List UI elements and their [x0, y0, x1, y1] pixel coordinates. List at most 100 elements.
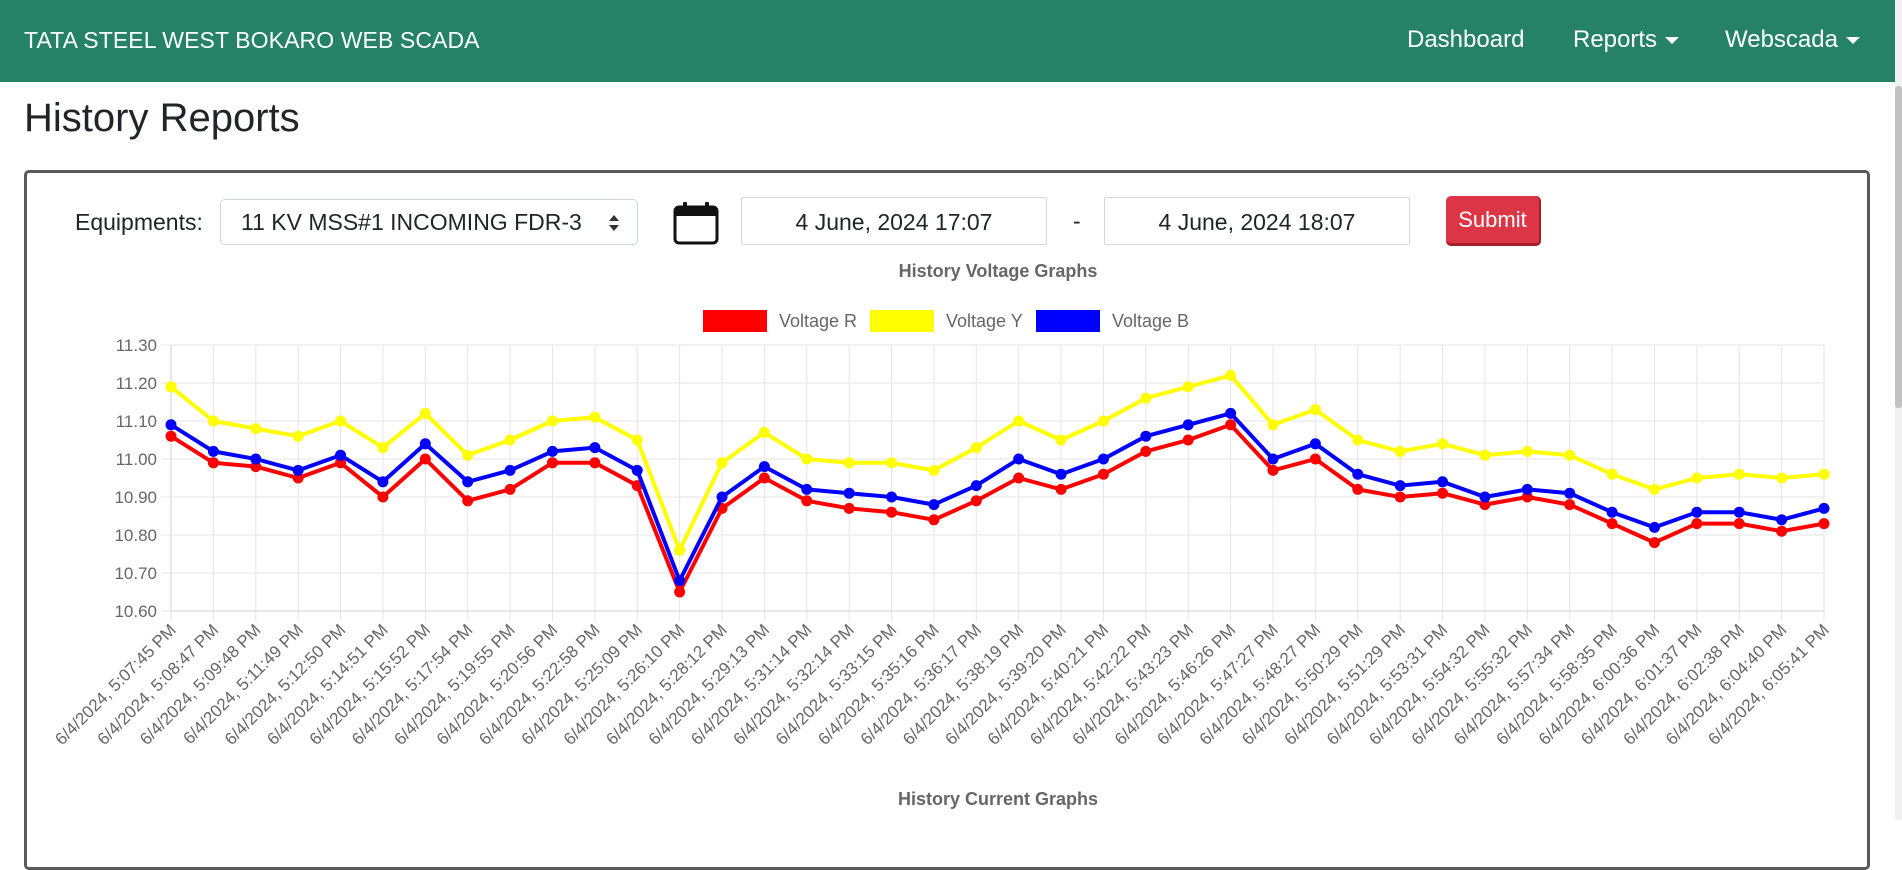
equipment-select[interactable]: 11 KV MSS#1 INCOMING FDR-3 — [220, 199, 638, 245]
data-point — [886, 491, 898, 503]
data-point — [801, 495, 813, 507]
data-point — [843, 487, 855, 499]
series-line — [169, 411, 1825, 583]
data-point — [377, 491, 389, 503]
data-point — [1479, 499, 1491, 511]
data-point — [1097, 415, 1109, 427]
data-point — [1521, 483, 1533, 495]
data-point — [928, 464, 940, 476]
data-point — [1225, 407, 1237, 419]
data-point — [801, 453, 813, 465]
equipment-selected-value: 11 KV MSS#1 INCOMING FDR-3 — [241, 209, 582, 235]
data-point — [1267, 464, 1279, 476]
data-point — [165, 381, 177, 393]
data-point — [758, 472, 770, 484]
data-point — [377, 442, 389, 454]
data-point — [886, 506, 898, 518]
data-point — [674, 586, 686, 598]
scrollbar[interactable] — [1895, 0, 1902, 820]
voltage-chart: 10.60 10.70 10.80 10.90 11.00 11.10 11.20 11.30… — [51, 310, 1833, 749]
data-point — [1564, 499, 1576, 511]
brand[interactable]: TATA STEEL WEST BOKARO WEB SCADA — [24, 27, 480, 53]
nav-webscada-dropdown[interactable]: Webscada — [1725, 26, 1860, 54]
data-point — [250, 461, 262, 473]
submit-button[interactable]: Submit — [1446, 196, 1541, 246]
data-point — [546, 457, 558, 469]
data-point — [1182, 434, 1194, 446]
y-tick-label: 11.00 — [116, 450, 157, 469]
data-point — [1352, 483, 1364, 495]
data-point — [207, 415, 219, 427]
data-point — [1818, 518, 1830, 530]
data-point — [589, 411, 601, 423]
data-point — [335, 457, 347, 469]
to-date-input[interactable]: 4 June, 2024 18:07 — [1104, 197, 1410, 245]
date-separator: - — [1073, 208, 1081, 234]
data-point — [928, 514, 940, 526]
calendar-icon[interactable] — [673, 201, 719, 245]
y-tick-label: 11.20 — [116, 374, 157, 393]
data-point — [1818, 502, 1830, 514]
data-point — [1733, 468, 1745, 480]
nav-dashboard-label: Dashboard — [1407, 26, 1525, 53]
data-point — [1564, 487, 1576, 499]
data-point — [292, 472, 304, 484]
data-point — [843, 457, 855, 469]
data-point — [1437, 476, 1449, 488]
data-point — [1648, 537, 1660, 549]
data-point — [1140, 445, 1152, 457]
data-point — [1394, 445, 1406, 457]
data-point — [801, 483, 813, 495]
data-point — [1097, 468, 1109, 480]
data-point — [1776, 525, 1788, 537]
data-point — [1733, 518, 1745, 530]
data-point — [504, 464, 516, 476]
data-point — [1564, 449, 1576, 461]
data-point — [674, 544, 686, 556]
data-point — [1691, 518, 1703, 530]
y-tick-label: 10.70 — [114, 564, 157, 583]
from-date-input[interactable]: 4 June, 2024 17:07 — [741, 197, 1047, 245]
data-point — [1225, 369, 1237, 381]
data-point — [886, 457, 898, 469]
data-point — [1225, 419, 1237, 431]
data-point — [1691, 472, 1703, 484]
legend-label: Voltage R — [779, 311, 857, 331]
nav-reports-label: Reports — [1573, 26, 1658, 53]
data-point — [462, 449, 474, 461]
data-point — [292, 430, 304, 442]
data-point — [504, 434, 516, 446]
data-point — [970, 495, 982, 507]
data-point — [1606, 506, 1618, 518]
legend-label: Voltage B — [1112, 311, 1189, 331]
data-point — [292, 464, 304, 476]
data-point — [1309, 438, 1321, 450]
scrollbar-thumb[interactable] — [1895, 86, 1902, 408]
data-point — [758, 461, 770, 473]
data-point — [970, 442, 982, 454]
data-point — [1776, 472, 1788, 484]
data-point — [1352, 434, 1364, 446]
data-point — [546, 445, 558, 457]
data-point — [1818, 468, 1830, 480]
data-point — [1013, 415, 1025, 427]
page-title: History Reports — [24, 96, 300, 140]
legend-label: Voltage Y — [946, 311, 1023, 331]
data-point — [165, 430, 177, 442]
data-point — [462, 476, 474, 488]
chart-title: History Voltage Graphs — [898, 261, 1098, 281]
data-point — [716, 457, 728, 469]
data-point — [1055, 483, 1067, 495]
data-point — [1055, 468, 1067, 480]
data-point — [1733, 506, 1745, 518]
caret-down-icon — [1665, 36, 1680, 44]
data-point — [1691, 506, 1703, 518]
data-point — [1097, 453, 1109, 465]
data-point — [1648, 483, 1660, 495]
nav-reports-dropdown[interactable]: Reports — [1573, 26, 1680, 54]
data-point — [165, 419, 177, 431]
nav-dashboard[interactable]: Dashboard — [1407, 26, 1524, 54]
data-point — [589, 442, 601, 454]
data-point — [1437, 438, 1449, 450]
data-point — [843, 502, 855, 514]
